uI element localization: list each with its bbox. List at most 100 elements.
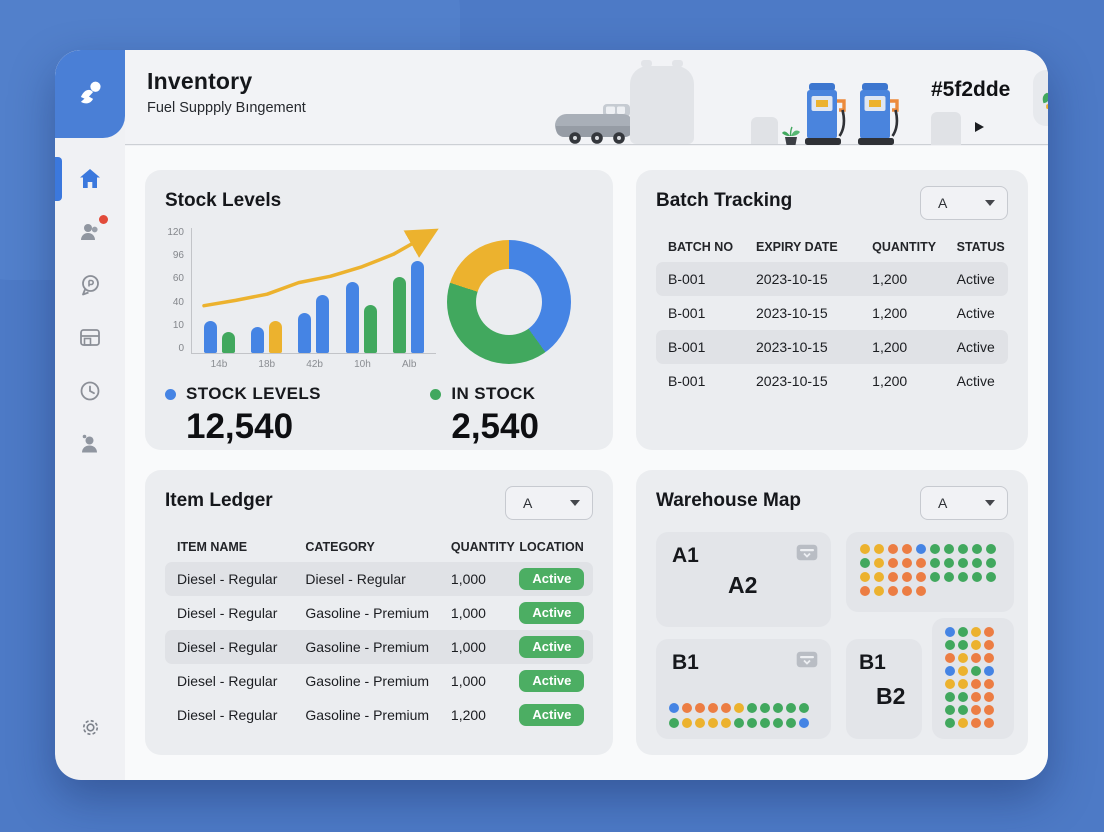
table-row[interactable]: Diesel - Regular Diesel - Regular 1,000 Act… (165, 562, 593, 596)
bar-blue (204, 321, 218, 353)
table-cell: B-001 (668, 305, 706, 321)
table-cell: Active (956, 305, 995, 321)
table-cell: Active (507, 704, 593, 726)
slot-dot (860, 544, 870, 554)
pillar-illustration (751, 117, 778, 144)
table-header-row: ITEM NAME CATEGORY QUANTITY LOCATION (165, 532, 593, 562)
sidebar-active-indicator (55, 157, 62, 201)
users-icon (81, 224, 98, 240)
zone-b1[interactable]: B1 (656, 639, 831, 739)
metric-2: IN STOCK 2,540 (430, 384, 593, 447)
slot-dot (721, 718, 731, 728)
status-badge: Active (519, 568, 585, 590)
table-cell: 1,200 (872, 271, 908, 287)
pillar-illustration (931, 112, 961, 145)
bar-group (251, 321, 283, 353)
slot-dot (721, 703, 731, 713)
dot-row (669, 718, 809, 728)
app-logo[interactable] (55, 50, 125, 138)
table-cell: Diesel - Regular (177, 605, 278, 621)
zone-b2[interactable]: B1 B2 (846, 639, 922, 739)
delivery-truck-icon (1042, 92, 1048, 109)
sidebar-item-users[interactable] (75, 215, 108, 247)
slot-dot (972, 558, 982, 568)
card-head: Warehouse Map A (656, 486, 1008, 520)
slot-dot (747, 718, 757, 728)
table-row[interactable]: B-001 2023-10-15 1,200 Active (656, 330, 1008, 364)
table-row[interactable]: B-001 2023-10-15 1,200 Active (656, 296, 1008, 330)
slot-dot (799, 703, 809, 713)
batch-filter-dropdown[interactable]: A (920, 186, 1008, 220)
zone-a-dots[interactable] (846, 532, 1014, 612)
slot-dot (760, 718, 770, 728)
tanker-truck-illustration (555, 104, 634, 144)
status-badge: Active (519, 704, 585, 726)
truck-avatar[interactable] (1033, 70, 1048, 126)
table-row[interactable]: Diesel - Regular Gasoline - Premium 1,000 A… (165, 596, 593, 630)
table-row[interactable]: B-001 2023-10-15 1,200 Active (656, 262, 1008, 296)
slot-dot (971, 718, 981, 728)
ledger-filter-dropdown[interactable]: A (505, 486, 593, 520)
table-cell: Diesel - Regular (305, 571, 406, 587)
x-axis-labels: 14b 18b 42b 10h Alb (191, 354, 436, 370)
table-row[interactable]: Diesel - Regular Gasoline - Premium 1,200 A… (165, 698, 593, 732)
bar-green (392, 277, 406, 353)
column-header: ITEM NAME (177, 540, 248, 554)
y-tick-label: 10 (172, 319, 184, 331)
sidebar-item-profile[interactable] (75, 429, 105, 459)
zone-right-dots[interactable] (932, 618, 1014, 739)
sidebar-item-history[interactable] (75, 376, 105, 406)
sidebar-item-panel[interactable] (75, 323, 105, 353)
slot-dot (945, 718, 955, 728)
bar-blue (298, 313, 312, 353)
sidebar-item-chat[interactable] (75, 270, 105, 300)
slot-dot (874, 558, 884, 568)
slot-dot (972, 572, 982, 582)
slot-dot (669, 703, 679, 713)
chat-icon (82, 275, 99, 296)
warehouse-zones: A1 A2 B1 (656, 532, 1014, 739)
person-icon (82, 434, 97, 453)
y-tick-label: 60 (172, 273, 184, 285)
fuel-pump-icon (858, 83, 899, 145)
slot-dot (944, 558, 954, 568)
dot-row (945, 653, 1014, 663)
zone-a1[interactable]: A1 A2 (656, 532, 831, 627)
bar-group (204, 321, 236, 353)
sidebar-item-settings[interactable] (75, 712, 105, 742)
slot-dot (708, 718, 718, 728)
slot-dot (734, 718, 744, 728)
dashboard-grid: Stock Levels 120 96 60 40 10 0 (125, 146, 1048, 780)
chevron-down-icon (985, 200, 995, 206)
y-tick-label: 0 (178, 342, 184, 354)
zone-sublabel: B2 (876, 683, 906, 709)
slot-dot (682, 718, 692, 728)
table-cell: Gasoline - Premium (305, 707, 430, 723)
slot-dot (958, 692, 968, 702)
batch-table: BATCH NO EXPIRY DATE QUANTITY STATUS B-001 20… (656, 232, 1008, 398)
slot-dot (958, 679, 968, 689)
table-row[interactable]: Diesel - Regular Gasoline - Premium 1,000 A… (165, 630, 593, 664)
y-axis: 120 96 60 40 10 0 (165, 228, 191, 354)
slot-dot (916, 586, 926, 596)
status-badge: Active (519, 636, 585, 658)
batch-tracking-card: Batch Tracking A BATCH NO EXPIRY DATE QUAN… (636, 170, 1028, 450)
slot-dot (944, 572, 954, 582)
table-row[interactable]: Diesel - Regular Gasoline - Premium 1,000 A… (165, 664, 593, 698)
slot-dot (945, 666, 955, 676)
table-row[interactable]: B-001 2023-10-15 1,200 Active (656, 364, 1008, 398)
dot-row (860, 572, 1014, 582)
slot-dot (945, 705, 955, 715)
slot-dot (984, 666, 994, 676)
table-cell: Diesel - Regular (177, 571, 278, 587)
bar-blue (251, 327, 265, 353)
warehouse-filter-dropdown[interactable]: A (920, 486, 1008, 520)
slot-dot (971, 705, 981, 715)
bar-yellow (269, 321, 283, 353)
slot-dot (902, 558, 912, 568)
slot-dot (958, 572, 968, 582)
slot-dot (786, 718, 796, 728)
slot-dot (984, 679, 994, 689)
sidebar-item-home[interactable] (75, 164, 105, 194)
dot-row (945, 692, 1014, 702)
